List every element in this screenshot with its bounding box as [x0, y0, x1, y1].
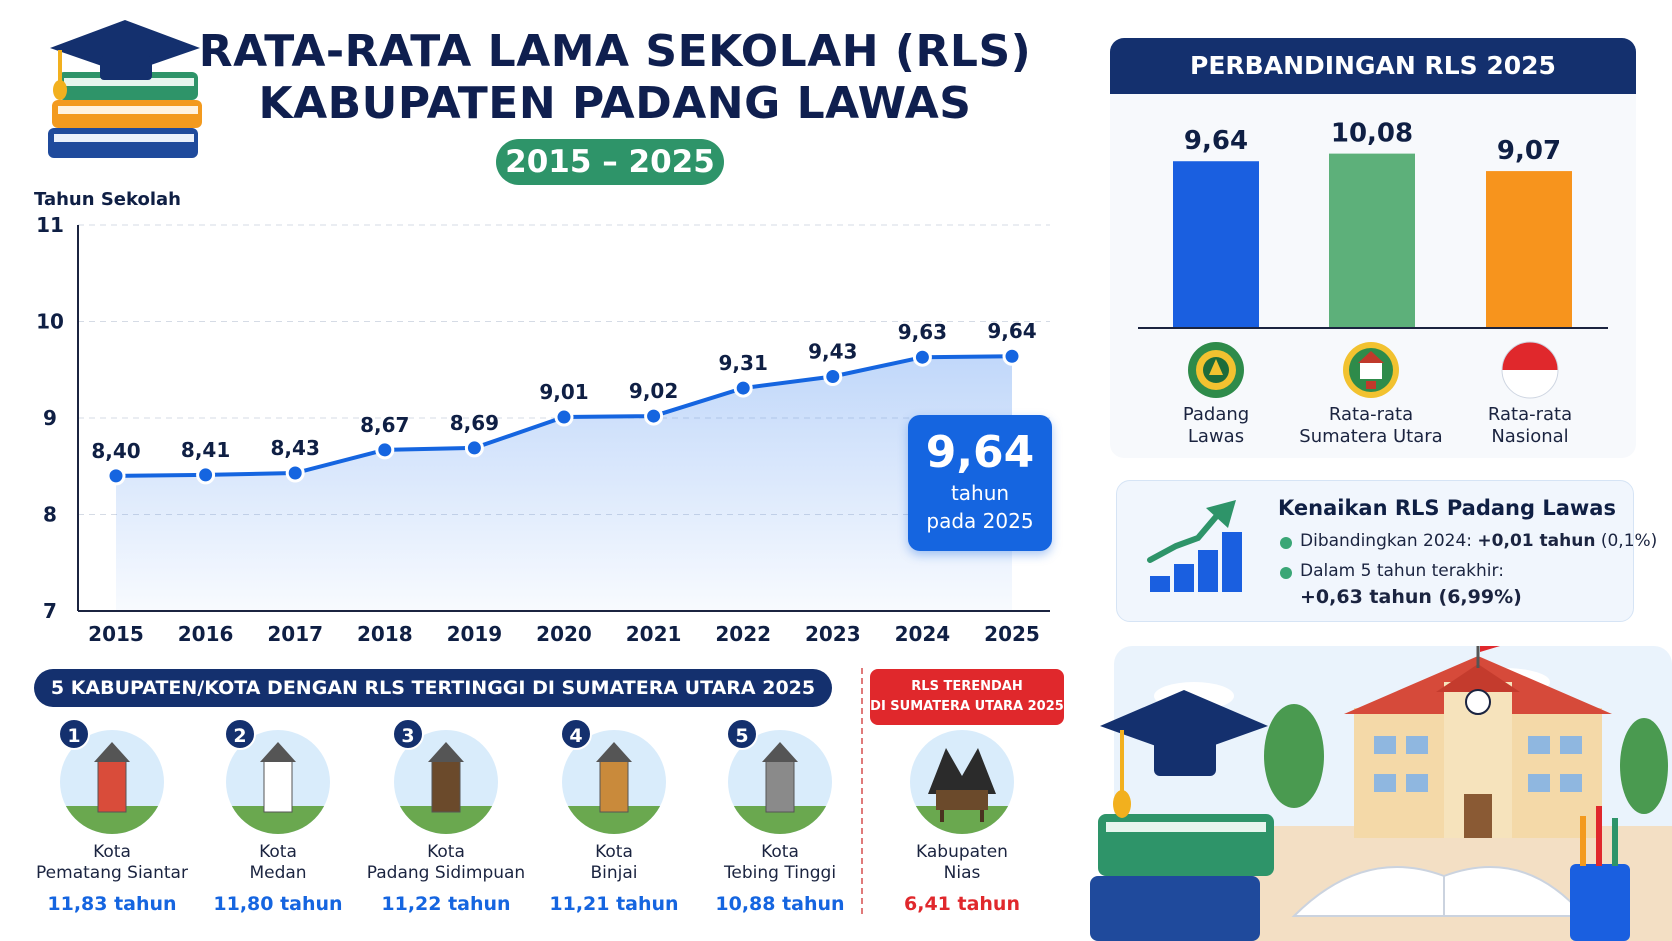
data-label: 9,43 — [808, 340, 857, 364]
increase-item-1: Dibandingkan 2024: +0,01 tahun (0,1%) — [1300, 531, 1658, 551]
x-tick-label: 2024 — [895, 622, 951, 646]
page-title-line1: RATA-RATA LAMA SEKOLAH (RLS) — [198, 26, 1032, 77]
highlight-callout: 9,64 tahun pada 2025 — [908, 415, 1052, 551]
lowest-badge: RLS TERENDAH DI SUMATERA UTARA 2025 — [870, 669, 1064, 725]
y-tick-label: 8 — [43, 503, 57, 527]
data-point — [375, 440, 395, 460]
data-point — [1002, 346, 1022, 366]
x-tick-label: 2025 — [984, 622, 1040, 646]
city-value: 11,22 tahun — [381, 893, 511, 915]
increase-item-2-value: +0,63 tahun (6,99%) — [1300, 586, 1522, 608]
comparison-value: 10,08 — [1331, 119, 1413, 149]
x-tick-label: 2022 — [715, 622, 771, 646]
callout-value: 9,64 — [925, 427, 1035, 478]
data-point — [285, 463, 305, 483]
rls-line-chart: Tahun Sekolah 7 8 9 10 11 8,40 8,41 8,43 8,67 8,… — [34, 189, 1050, 646]
x-tick-label: 2015 — [88, 622, 144, 646]
increase-title: Kenaikan RLS Padang Lawas — [1278, 496, 1616, 520]
lowest-name: Kabupaten Nias — [916, 842, 1008, 883]
city-name: Kota Binjai — [590, 842, 638, 883]
y-tick-label: 11 — [36, 213, 64, 237]
data-point — [644, 406, 664, 426]
data-label: 8,69 — [450, 411, 499, 435]
x-tick-label: 2017 — [267, 622, 323, 646]
y-tick-label: 10 — [36, 310, 64, 334]
books-graduation-cap-icon — [48, 20, 202, 158]
nias-image — [910, 730, 1014, 834]
rank-badge: 1 — [58, 718, 90, 750]
data-point — [554, 407, 574, 427]
indonesia-flag-icon — [1501, 341, 1559, 399]
rank-badge: 4 — [560, 718, 592, 750]
data-point — [912, 347, 932, 367]
data-label: 8,67 — [360, 413, 409, 437]
city-value: 11,80 tahun — [213, 893, 343, 915]
city-name: Kota Medan — [249, 842, 307, 883]
comparison-label-sumut: Rata-rata Sumatera Utara — [1299, 404, 1443, 447]
top5-header: 5 KABUPATEN/KOTA DENGAN RLS TERTINGGI DI… — [34, 669, 832, 707]
y-tick-label: 7 — [43, 599, 57, 623]
city-value: 11,83 tahun — [47, 893, 177, 915]
city-landmark-image — [60, 730, 164, 834]
bullet-dot — [1280, 567, 1292, 579]
x-tick-label: 2023 — [805, 622, 861, 646]
data-point — [106, 466, 126, 486]
data-label: 9,02 — [629, 379, 678, 403]
x-tick-label: 2020 — [536, 622, 592, 646]
city-value: 10,88 tahun — [715, 893, 845, 915]
comparison-bar — [1329, 153, 1415, 328]
data-point — [196, 465, 216, 485]
x-tick-label: 2021 — [626, 622, 682, 646]
comparison-bar — [1486, 171, 1572, 328]
city-name: Kota Pematang Siantar — [36, 842, 188, 883]
comparison-label-padang-lawas: Padang Lawas — [1182, 404, 1250, 447]
city-name: Kota Padang Sidimpuan — [366, 842, 526, 883]
comparison-value: 9,07 — [1497, 136, 1561, 166]
data-point — [733, 378, 753, 398]
padang-lawas-emblem-icon — [1188, 342, 1244, 398]
data-label: 9,64 — [987, 319, 1036, 343]
data-label: 9,31 — [719, 351, 768, 375]
sumatera-utara-emblem-icon — [1343, 342, 1399, 398]
callout-unit: tahun — [950, 481, 1010, 505]
data-label: 9,63 — [898, 320, 947, 344]
y-axis-label: Tahun Sekolah — [34, 189, 181, 210]
data-point — [464, 438, 484, 458]
school-illustration — [1090, 646, 1672, 941]
rank-badge: 3 — [392, 718, 424, 750]
city-name: Kota Tebing Tinggi — [723, 842, 837, 883]
callout-year: pada 2025 — [926, 509, 1034, 533]
period-badge: 2015 – 2025 — [496, 139, 724, 185]
bullet-dot — [1280, 537, 1292, 549]
data-label: 9,01 — [539, 380, 588, 404]
line-area-fill — [116, 356, 1012, 611]
rank-badge: 2 — [224, 718, 256, 750]
city-value: 11,21 tahun — [549, 893, 679, 915]
comparison-bar-chart: 9,64 10,08 9,07 — [1138, 119, 1608, 329]
x-tick-label: 2019 — [447, 622, 503, 646]
x-tick-label: 2016 — [178, 622, 234, 646]
comparison-value: 9,64 — [1184, 126, 1248, 156]
data-label: 8,40 — [91, 439, 140, 463]
section-divider — [861, 668, 863, 914]
rank-badge: 5 — [726, 718, 758, 750]
data-label: 8,43 — [271, 436, 320, 460]
data-label: 8,41 — [181, 438, 230, 462]
y-tick-label: 9 — [43, 406, 57, 430]
comparison-label-nasional: Rata-rata Nasional — [1487, 404, 1573, 447]
lowest-value: 6,41 tahun — [904, 893, 1020, 915]
comparison-title: PERBANDINGAN RLS 2025 — [1110, 38, 1636, 94]
data-point — [823, 367, 843, 387]
page-title-line2: KABUPATEN PADANG LAWAS — [258, 78, 972, 129]
growth-chart-icon — [1147, 500, 1242, 592]
increase-item-2-label: Dalam 5 tahun terakhir: — [1300, 561, 1504, 581]
x-tick-label: 2018 — [357, 622, 413, 646]
comparison-bar — [1173, 161, 1259, 328]
